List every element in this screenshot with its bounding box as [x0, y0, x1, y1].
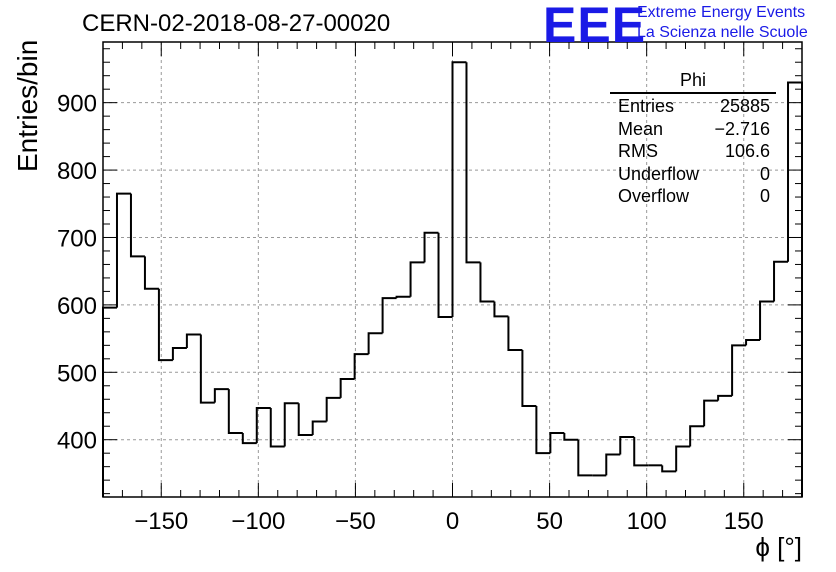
- histogram-bin: [731, 344, 747, 396]
- stats-row-mean: Mean −2.716: [610, 119, 776, 142]
- y-tick-label: 400: [57, 428, 97, 455]
- histogram-bin: [717, 394, 733, 401]
- histogram-bin: [325, 396, 341, 422]
- histogram-bin: [773, 260, 789, 302]
- histogram-bin: [395, 295, 411, 299]
- histogram-bin: [157, 288, 173, 362]
- histogram-bin: [129, 193, 145, 258]
- histogram-layer: [102, 61, 803, 497]
- stats-label: Underflow: [618, 163, 700, 184]
- histogram-bin: [479, 262, 495, 303]
- histogram-bin: [297, 403, 313, 436]
- histogram-bin: [745, 338, 761, 346]
- histogram-bin: [255, 407, 271, 444]
- histogram-bin: [451, 61, 467, 318]
- histogram-bin: [199, 334, 215, 404]
- stats-row-entries: Entries 25885: [610, 96, 776, 119]
- histogram-bin: [577, 439, 593, 477]
- histogram-bin: [353, 353, 369, 380]
- histogram-bin: [115, 192, 131, 308]
- stats-label: RMS: [618, 141, 658, 161]
- x-tick-label: 100: [627, 508, 667, 535]
- x-tick-label: 150: [724, 508, 764, 535]
- run-title: CERN-02-2018-08-27-00020: [82, 10, 391, 37]
- x-tick-label: −50: [335, 508, 376, 535]
- stats-title: Phi: [610, 70, 776, 94]
- histogram-bin: [633, 437, 649, 467]
- histogram-bin: [185, 333, 201, 349]
- histogram-bin: [661, 465, 677, 473]
- x-tick-label: −150: [134, 508, 188, 535]
- stats-label: Mean: [618, 118, 664, 139]
- tick-label-layer: −150 −100 −50 0 50 100 150 400 500 600 700 800 900: [57, 91, 764, 535]
- histogram-bin: [409, 261, 425, 297]
- eee-logo: EEE: [543, 0, 647, 53]
- stats-box: Phi Entries 25885 Mean −2.716 RMS 106.6 …: [610, 70, 776, 209]
- histogram-bin: [339, 378, 355, 398]
- histogram-bin: [241, 432, 257, 445]
- histogram-bin: [465, 62, 481, 264]
- stats-value: 25885: [719, 96, 770, 116]
- histogram-bin: [675, 445, 691, 472]
- stats-label: Entries: [618, 96, 675, 116]
- histogram-bin: [759, 300, 775, 340]
- histogram-bin: [493, 301, 509, 318]
- stats-label: Overflow: [618, 186, 690, 206]
- histogram-bin: [437, 232, 453, 319]
- histogram-bin: [381, 297, 397, 334]
- stats-value: 106.6: [724, 141, 770, 161]
- histogram-bin: [143, 256, 159, 290]
- y-tick-label: 900: [57, 91, 97, 118]
- stats-row-rms: RMS 106.6: [610, 141, 776, 164]
- histogram-bin: [703, 399, 719, 427]
- stats-value: −2.716: [714, 118, 770, 139]
- axis-layer: [102, 41, 803, 498]
- histogram-bin: [605, 453, 621, 476]
- histogram-bin: [311, 420, 327, 435]
- histogram-bin: [689, 425, 705, 447]
- histogram-bin: [283, 402, 299, 447]
- stats-row-overflow: Overflow 0: [610, 186, 776, 209]
- histogram-bin: [102, 306, 117, 497]
- x-tick-label: −100: [231, 508, 285, 535]
- histogram-bin: [423, 231, 439, 263]
- y-axis-label: Entries/bin: [12, 39, 43, 172]
- grid-layer: [103, 42, 802, 497]
- eee-logo-line-1: Extreme Energy Events: [637, 4, 806, 21]
- histogram-bin: [269, 408, 285, 448]
- stats-value: 0: [759, 186, 770, 206]
- y-tick-label: 600: [57, 293, 97, 320]
- histogram-bin: [549, 431, 565, 454]
- stats-value: 0: [759, 163, 770, 184]
- histogram-bin: [171, 347, 187, 361]
- histogram-bin: [507, 316, 523, 352]
- stats-row-underflow: Underflow 0: [610, 164, 776, 187]
- y-tick-label: 700: [57, 225, 97, 252]
- histogram-bin: [367, 332, 383, 355]
- histogram-bin: [563, 432, 579, 441]
- histogram-bin: [227, 389, 243, 434]
- eee-logo-line-2: La Scienza nelle Scuole: [637, 24, 808, 41]
- histogram-bin: [213, 388, 229, 403]
- histogram-bin: [619, 436, 635, 455]
- y-tick-label: 500: [57, 360, 97, 387]
- x-tick-label: 0: [446, 508, 459, 535]
- y-tick-label: 800: [57, 158, 97, 185]
- histogram-bin: [521, 350, 537, 407]
- histogram-bin: [535, 406, 551, 455]
- histogram-bin: [787, 81, 803, 497]
- x-tick-label: 50: [536, 508, 563, 535]
- x-axis-label: ϕ [°]: [755, 532, 802, 562]
